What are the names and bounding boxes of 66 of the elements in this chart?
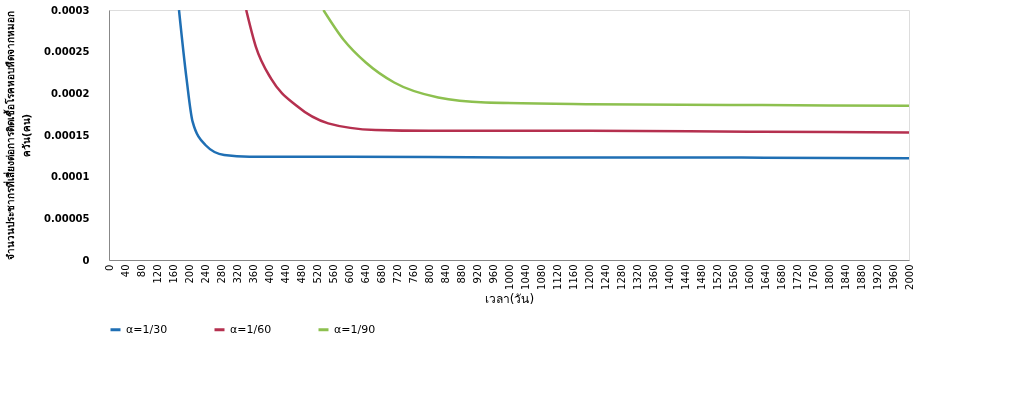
y-tick-label: 0.0003 [50, 4, 90, 16]
legend-label: α=1/30 [126, 322, 168, 336]
y-tick-label: 0 [82, 254, 90, 266]
x-tick-label: 760 [407, 264, 419, 284]
x-tick-label: 2000 [903, 264, 915, 290]
x-tick-label: 1560 [727, 264, 739, 290]
x-tick-label: 1920 [871, 264, 883, 290]
y-tick-label: 0.0002 [50, 87, 90, 99]
x-tick-label: 1440 [679, 264, 691, 290]
x-tick-label: 960 [487, 264, 499, 284]
y-tick-label: 0.00025 [43, 46, 90, 58]
x-tick-label: 840 [439, 264, 451, 284]
x-tick-label: 560 [327, 264, 339, 284]
x-tick-label: 1720 [791, 264, 803, 290]
x-tick-label: 360 [247, 264, 259, 284]
x-tick-label: 1360 [647, 264, 659, 290]
x-tick-label: 480 [295, 264, 307, 284]
y-axis-title: จำนวนประชากรที่เสี่ยงต่อการติดเชื้อโรคหอบหืดจากหมอก ควัน(คน) [2, 11, 32, 260]
x-tick-label: 440 [279, 264, 291, 284]
y-tick-label: 0.0001 [50, 171, 90, 183]
x-tick-label: 800 [423, 264, 435, 284]
line-series [244, 10, 909, 134]
legend-label: α=1/90 [334, 322, 376, 336]
line-series [177, 10, 909, 160]
x-tick-label: 1280 [615, 264, 627, 290]
x-tick-label: 400 [263, 264, 275, 284]
x-tick-label: 1240 [599, 264, 611, 290]
x-tick-label: 320 [231, 264, 243, 284]
x-tick-label: 1520 [711, 264, 723, 290]
x-tick-label: 0 [103, 264, 115, 271]
x-tick-label: 1200 [583, 264, 595, 290]
x-tick-label: 1120 [551, 264, 563, 290]
x-tick-label: 120 [151, 264, 163, 284]
x-tick-label: 1320 [631, 264, 643, 290]
x-tick-label: 1480 [695, 264, 707, 290]
x-tick-label: 240 [199, 264, 211, 284]
x-tick-label: 1600 [743, 264, 755, 290]
x-tick-label: 1680 [775, 264, 787, 290]
y-tick-label: 0.00015 [43, 129, 90, 141]
x-tick-label: 1760 [807, 264, 819, 290]
x-tick-label: 1840 [839, 264, 851, 290]
x-tick-label: 720 [391, 264, 403, 284]
x-tick-label: 1640 [759, 264, 771, 290]
x-tick-label: 200 [183, 264, 195, 284]
line-series [322, 10, 909, 108]
x-tick-label: 520 [311, 264, 323, 284]
y-tick-label: 0.00005 [43, 212, 90, 224]
x-tick-label: 640 [359, 264, 371, 284]
x-tick-label: 1040 [519, 264, 531, 290]
x-tick-label: 1080 [535, 264, 547, 290]
x-tick-label: 1400 [663, 264, 675, 290]
x-tick-label: 40 [119, 264, 131, 278]
x-tick-label: 1160 [567, 264, 579, 290]
x-tick-label: 920 [471, 264, 483, 284]
x-tick-label: 80 [135, 264, 147, 278]
x-tick-label: 160 [167, 264, 179, 284]
x-tick-label: 1800 [823, 264, 835, 290]
x-tick-label: 600 [343, 264, 355, 284]
legend-label: α=1/60 [230, 322, 272, 336]
x-tick-label: 1880 [855, 264, 867, 290]
x-tick-label: 280 [215, 264, 227, 284]
x-tick-label: 1000 [503, 264, 515, 290]
x-tick-label: 1960 [887, 264, 899, 290]
x-axis-title: เวลา(วัน) [484, 291, 535, 306]
x-tick-label: 880 [455, 264, 467, 284]
x-tick-label: 680 [375, 264, 387, 284]
